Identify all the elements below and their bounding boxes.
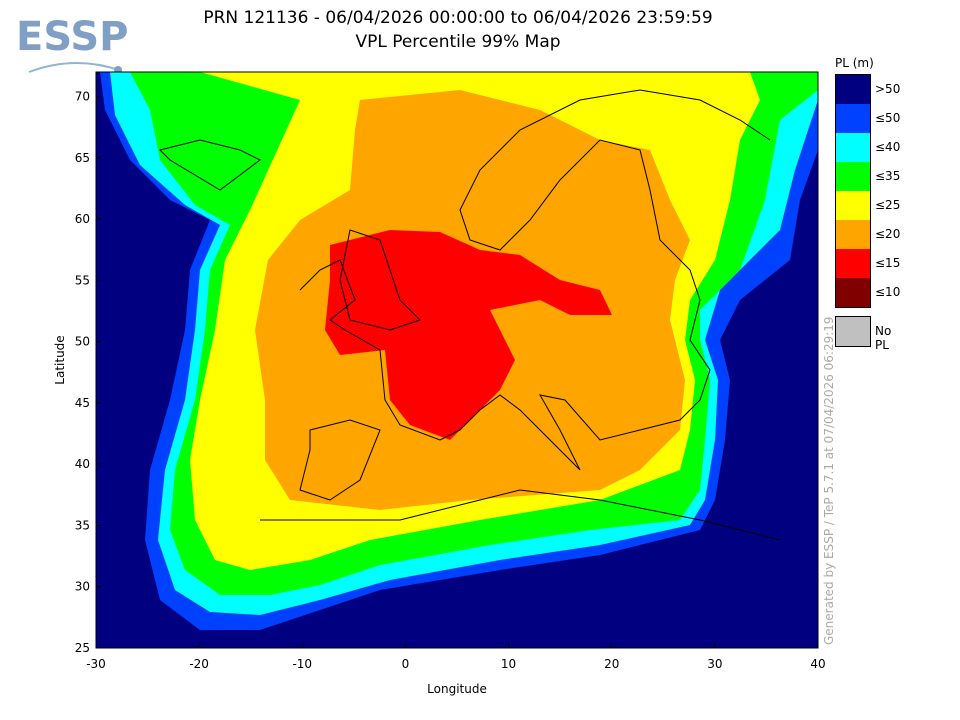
legend-swatch — [835, 104, 871, 133]
legend-swatch — [835, 191, 871, 220]
x-tick-label: 10 — [501, 657, 516, 671]
legend-label: ≤40 — [875, 140, 901, 154]
legend-label: ≤15 — [875, 256, 901, 270]
y-tick-label: 25 — [75, 641, 90, 655]
legend-swatch — [835, 162, 871, 191]
plot-frame — [95, 71, 819, 649]
x-tick-label: -20 — [189, 657, 209, 671]
title-line1: PRN 121136 - 06/04/2026 00:00:00 to 06/0… — [203, 8, 713, 28]
y-tick-label: 70 — [75, 90, 90, 104]
title-line2: VPL Percentile 99% Map — [355, 32, 561, 52]
legend-title: PL (m) — [835, 56, 874, 70]
logo-text: ESSP — [16, 14, 128, 60]
y-tick-label: 60 — [75, 212, 90, 226]
legend-label: >50 — [875, 82, 901, 96]
x-tick-label: 40 — [810, 657, 825, 671]
x-tick-label: -30 — [86, 657, 106, 671]
y-tick-label: 50 — [75, 335, 90, 349]
x-tick-label: 20 — [604, 657, 619, 671]
y-tick-label: 30 — [75, 580, 90, 594]
legend-label: ≤10 — [875, 285, 901, 299]
x-tick-label: -10 — [292, 657, 312, 671]
x-tick-label: 0 — [402, 657, 410, 671]
region-le15 — [325, 230, 612, 440]
x-axis-label: Longitude — [427, 682, 487, 696]
legend-swatch — [835, 75, 871, 104]
legend-swatch — [835, 133, 871, 162]
coastline — [159, 89, 781, 541]
y-tick-label: 45 — [75, 396, 90, 410]
legend-swatch-nopl — [835, 316, 871, 347]
y-axis-label: Latitude — [53, 335, 67, 384]
y-tick-label: 35 — [75, 518, 90, 532]
y-tick-label: 40 — [75, 457, 90, 471]
legend-label: ≤25 — [875, 198, 901, 212]
y-tick-label: 55 — [75, 273, 90, 287]
legend-label: ≤35 — [875, 169, 901, 183]
x-tick-label: 30 — [707, 657, 722, 671]
legend-label: ≤50 — [875, 111, 901, 125]
legend-label: ≤20 — [875, 227, 901, 241]
legend-label-nopl: No PL — [875, 324, 892, 352]
legend-swatch — [835, 249, 871, 278]
legend-swatch — [835, 278, 871, 307]
watermark: Generated by ESSP / TeP 5.7.1 at 07/04/2… — [822, 316, 836, 645]
legend-swatch — [835, 220, 871, 249]
y-tick-label: 65 — [75, 151, 90, 165]
